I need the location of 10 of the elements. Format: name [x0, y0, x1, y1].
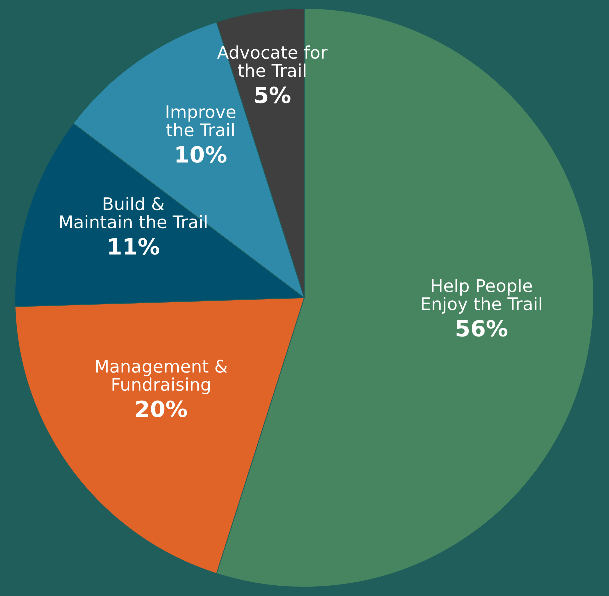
data-label: 5%: [255, 86, 291, 104]
slice-label: Improve the Trail: [166, 106, 236, 137]
data-label: 20%: [136, 400, 188, 418]
data-label: 56%: [456, 320, 508, 337]
slice-label: Management & Fundraising: [96, 360, 228, 395]
slice-label: Help People Enjoy the Trail: [422, 279, 542, 314]
data-label: 11%: [109, 238, 160, 256]
data-label: 10%: [176, 146, 227, 164]
slice-label: Build & Maintain the Trail: [60, 197, 207, 229]
slice-label: Advocate for the Trail: [217, 46, 328, 78]
